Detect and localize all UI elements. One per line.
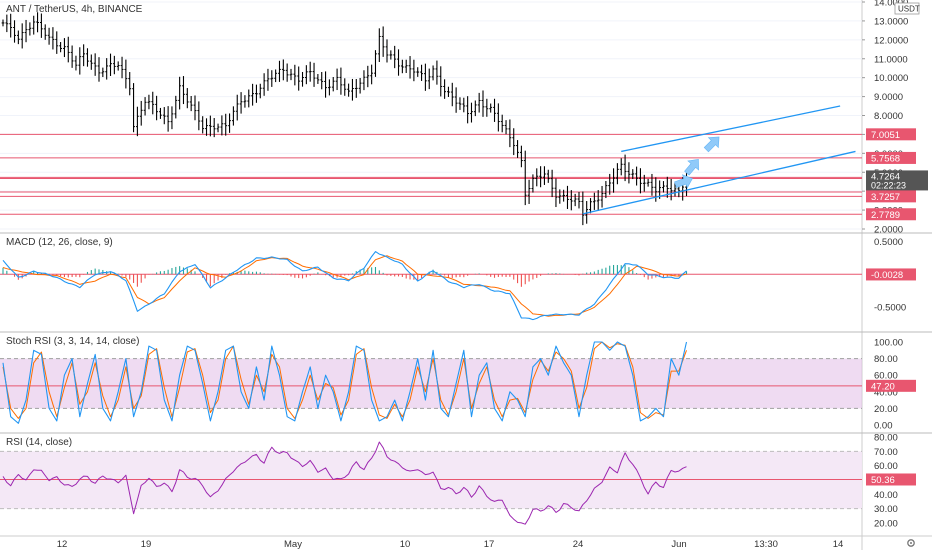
time-tick-label: 12 — [57, 539, 68, 550]
price-tick-label: 14.0000 — [874, 0, 908, 9]
rsi-value-badge-label: 50.36 — [871, 475, 895, 486]
rsi-value-badge-bg — [866, 473, 916, 486]
level-badge-label: 5.7568 — [871, 153, 900, 164]
macd-value-badge-label: -0.0028 — [871, 270, 903, 281]
arrow-drawing-3[interactable] — [701, 132, 724, 155]
trend-line-lower[interactable] — [582, 150, 856, 215]
level-badge: 2.7789 — [866, 208, 916, 221]
price-pane[interactable]: ANT / TetherUS, 4h, BINANCE 14.0000 13.000… — [0, 0, 928, 236]
macd-value-badge-bg — [866, 268, 916, 281]
macd-line — [2, 251, 687, 321]
time-tick-label: May — [284, 539, 302, 550]
stoch-tick-label: 0.00 — [874, 421, 893, 432]
bar-countdown: 02:22:23 — [871, 180, 906, 190]
stoch-tick-label: 20.00 — [874, 404, 898, 415]
stoch-tick-label: 100.00 — [874, 338, 903, 349]
settings-gear-icon[interactable] — [907, 539, 915, 547]
gear-ring — [907, 539, 915, 547]
level-badge-label: 7.0051 — [871, 130, 900, 141]
time-tick-label: 14 — [833, 539, 844, 550]
level-badge: 7.0051 — [866, 128, 916, 141]
stoch-tick-label: 80.00 — [874, 354, 898, 365]
time-tick-label: 19 — [141, 539, 152, 550]
time-axis[interactable]: 12 19 May 10 17 24 Jun 13:30 14 — [57, 539, 844, 550]
stoch-title: Stoch RSI (3, 3, 14, 14, close) — [6, 336, 139, 347]
arrow-drawing-2[interactable] — [681, 155, 703, 178]
time-tick-label: 24 — [573, 539, 584, 550]
level-badge-bg — [866, 190, 916, 203]
arrow-shape — [684, 158, 699, 176]
price-tick-label: 10.0000 — [874, 73, 908, 84]
macd-title: MACD (12, 26, close, 9) — [6, 237, 113, 248]
level-badge: 5.7568 — [866, 151, 916, 164]
arrow-drawing-1[interactable] — [673, 172, 695, 191]
level-badge-bg — [866, 151, 916, 164]
time-tick-label: 13:30 — [754, 539, 778, 550]
rsi-tick-label: 60.00 — [874, 461, 898, 472]
chart-title: ANT / TetherUS, 4h, BINANCE — [6, 4, 143, 15]
arrow-shape — [703, 136, 720, 153]
macd-pane[interactable]: MACD (12, 26, close, 9) 0.5000 -0.5000 -0.0… — [0, 237, 916, 321]
level-badge-bg — [866, 128, 916, 141]
stoch-tick-label: 60.00 — [874, 371, 898, 382]
level-badge-label: 2.7789 — [871, 210, 900, 221]
macd-tick-label: 0.5000 — [874, 237, 903, 248]
stoch-value-badge: 47.20 — [866, 379, 916, 392]
rsi-tick-label: 40.00 — [874, 490, 898, 501]
price-tick-label: 12.0000 — [874, 35, 908, 46]
stoch-rsi-pane[interactable]: Stoch RSI (3, 3, 14, 14, close) 100.00 80.… — [0, 336, 916, 432]
price-tick-label: 13.0000 — [874, 16, 908, 27]
stoch-k-line — [2, 341, 688, 424]
level-badge-bg — [866, 208, 916, 221]
time-tick-label: Jun — [671, 539, 686, 550]
rsi-tick-label: 20.00 — [874, 519, 898, 530]
trend-line-upper[interactable] — [621, 105, 841, 153]
rsi-tick-label: 80.00 — [874, 433, 898, 444]
stoch-value-badge-label: 47.20 — [871, 381, 895, 392]
time-tick-label: 17 — [484, 539, 495, 550]
current-price-label: 4.7264 — [871, 171, 900, 182]
arrow-shape — [674, 174, 693, 189]
macd-value-badge: -0.0028 — [866, 268, 916, 281]
currency-badge[interactable]: USDT — [894, 2, 920, 15]
currency-box — [894, 2, 920, 15]
macd-histogram — [2, 264, 688, 287]
price-tick-label: 11.0000 — [874, 54, 908, 65]
level-badge: 3.7257 — [866, 190, 916, 203]
rsi-tick-label: 70.00 — [874, 447, 898, 458]
rsi-title: RSI (14, close) — [6, 437, 72, 448]
level-badge-label: 3.7257 — [871, 192, 900, 203]
price-bars — [1, 12, 688, 226]
price-tick-label: 2.0000 — [874, 225, 903, 236]
rsi-value-badge: 50.36 — [866, 473, 916, 486]
rsi-pane[interactable]: RSI (14, close)80.0070.0060.0050.0040.00… — [0, 433, 916, 530]
price-tick-label: 8.0000 — [874, 111, 903, 122]
stoch-value-badge-bg — [866, 379, 916, 392]
current-price-bg — [866, 170, 928, 191]
macd-tick-label: -0.5000 — [874, 303, 906, 314]
currency-label: USDT — [898, 5, 920, 14]
time-tick-label: 10 — [400, 539, 411, 550]
gear-hub — [910, 542, 912, 544]
price-tick-label: 9.0000 — [874, 92, 903, 103]
rsi-line — [2, 441, 687, 525]
stoch-tick-label: 40.00 — [874, 387, 898, 398]
rsi-tick-label: 30.00 — [874, 504, 898, 515]
macd-signal-line — [2, 255, 687, 317]
rsi-band — [0, 451, 862, 509]
